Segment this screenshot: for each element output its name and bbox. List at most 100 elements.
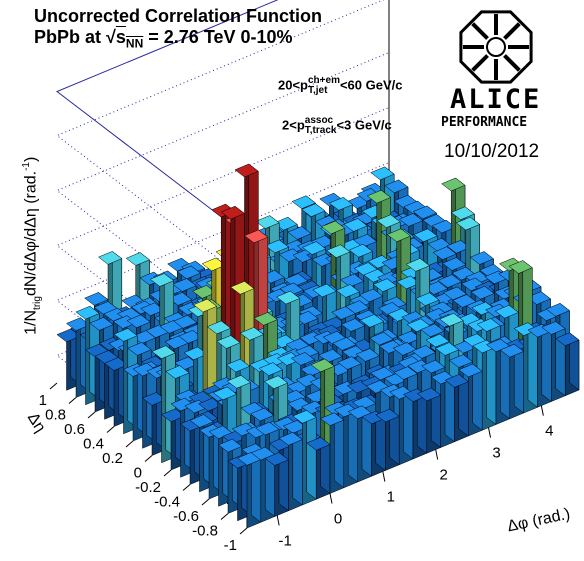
lego-bar-top (310, 358, 335, 373)
lego-bar-top (165, 365, 190, 379)
lego-bar-top (253, 312, 278, 326)
lego-bar-side (334, 412, 345, 489)
lego-bar (250, 446, 276, 523)
lego-bar-top (89, 317, 114, 331)
lego-bar-top (370, 166, 395, 181)
lego-bar-top (258, 362, 283, 376)
lego-bar-top (432, 246, 457, 260)
y-tick-mark (68, 397, 77, 404)
lego-bar-top (312, 283, 337, 298)
lego-bar (486, 338, 511, 425)
title-suffix: = 2.76 TeV 0-10% (143, 27, 293, 47)
y-tick-label: 0.4 (83, 436, 104, 453)
lego-bar-top (332, 337, 357, 351)
logo-name: ALICE (450, 84, 542, 115)
lego-bar-top (226, 375, 251, 389)
lego-bar-top (198, 397, 223, 412)
chart-title-line1: Uncorrected Correlation Function (34, 6, 323, 26)
lego-bar-top (345, 300, 370, 314)
lego-bar-top (555, 332, 580, 346)
lego-bar-top (218, 438, 243, 453)
lego-bar-top (255, 421, 280, 436)
lego-bar-top (301, 203, 326, 217)
lego-bar-top (340, 318, 366, 332)
track-cut-sub: T,track (304, 125, 337, 136)
lego-bar (527, 323, 552, 408)
lego-bar-top (431, 219, 456, 234)
lego-bar-top (250, 407, 275, 422)
lego-bar-top (126, 314, 151, 329)
lego-bar-top (302, 241, 327, 255)
lego-bar-top (355, 348, 380, 362)
lego-bar-top (321, 220, 346, 235)
lego-bar-top (441, 177, 466, 192)
y-tick-label: 0 (134, 465, 142, 482)
lego-bar-side (541, 323, 552, 403)
y-tick-mark (144, 455, 153, 462)
jet-cut-label: 20<pch+em T,jet <60 GeV/c (278, 76, 403, 96)
lego-bar-top (98, 251, 123, 265)
y-tick-label: 0.6 (64, 421, 85, 438)
lego-bar-side (486, 339, 497, 426)
lego-bar-side (555, 320, 566, 397)
lego-bar (292, 409, 317, 506)
lego-bar-top (405, 258, 430, 272)
lego-bar-top (290, 352, 315, 366)
lego-bar-top (276, 290, 301, 305)
lego-bar-top (337, 356, 362, 370)
y-tick-label: 1 (39, 392, 47, 409)
lego-bar-side (306, 409, 317, 500)
x-tick-label: 0 (334, 511, 342, 528)
sqrt-sub: NN (125, 36, 144, 51)
lego-bar (555, 332, 580, 397)
lego-bar-top (127, 342, 152, 356)
lego-bar-top (183, 346, 208, 361)
lego-bar-top (212, 386, 238, 401)
lego-bar (416, 387, 442, 454)
y-tick-mark (49, 382, 58, 390)
lego-bar-top (220, 205, 245, 220)
chart-title-line2: PbPb at √sNN = 2.76 TeV 0-10% (34, 27, 293, 54)
x-tick-mark (488, 427, 492, 438)
lego-bar-top (173, 315, 198, 329)
lego-bar-top (328, 197, 354, 211)
lego-bar-top (348, 243, 373, 258)
lego-bar-top (225, 358, 251, 373)
y-tick-label: -0.2 (135, 479, 161, 496)
jet-cut-prefix: 20<p (278, 77, 308, 93)
lego-bar-top (442, 286, 468, 301)
lego-bar (389, 385, 414, 466)
lego-bar-top (421, 359, 446, 374)
lego-bar-top (412, 205, 437, 220)
jet-cut-suffix: <60 GeV/c (339, 77, 403, 93)
lego-bar-top (287, 226, 312, 240)
x-tick-label: -1 (278, 532, 291, 549)
lego-bar-top (189, 414, 214, 428)
lego-bar-top (151, 345, 176, 359)
lego-bar (361, 410, 386, 477)
track-cut-prefix: 2<p (282, 117, 305, 133)
lego-bar-top (320, 412, 345, 426)
alice-logo-spoke (503, 54, 521, 72)
lego-bar-top (142, 392, 167, 406)
lego-bar-top (239, 327, 264, 341)
lego-bar-top (193, 298, 218, 313)
lego-bar-top (176, 265, 201, 280)
lego-bar-top (476, 318, 501, 332)
x-tick-mark (540, 405, 544, 416)
lego-bar-top (499, 343, 525, 358)
lego-bar-top (75, 305, 100, 320)
track-cut-suffix: <3 GeV/c (336, 117, 392, 133)
jet-cut-sub: T,jet (308, 85, 328, 96)
alice-logo-spoke (471, 54, 489, 72)
lego-bar (237, 451, 262, 529)
lego-bar-top (425, 333, 450, 348)
lego-bar (472, 339, 497, 431)
lego-bar-top (415, 292, 440, 306)
lego-bar-top (201, 257, 226, 272)
lego-bar-top (393, 366, 418, 380)
lego-bar-top (398, 213, 424, 227)
lego-bar-top (508, 260, 533, 274)
